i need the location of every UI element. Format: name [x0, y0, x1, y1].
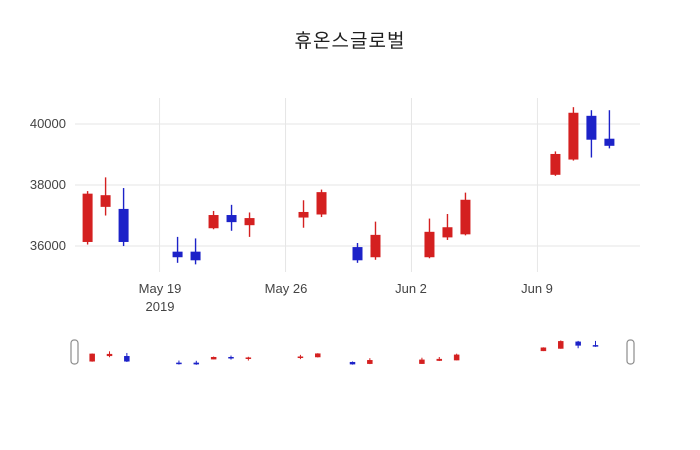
chart-title: 휴온스글로벌	[294, 31, 406, 52]
mini-candle	[315, 353, 321, 358]
candle-jun-10[interactable]	[550, 151, 561, 176]
mini-candle	[540, 347, 547, 352]
candle-may-22[interactable]	[208, 210, 219, 230]
mini-candle	[176, 360, 182, 365]
candle-may-15[interactable]	[82, 191, 93, 245]
mini-candle	[89, 353, 95, 362]
candle-may-20[interactable]	[172, 236, 183, 263]
candle-may-21[interactable]	[190, 238, 201, 265]
mini-candle	[436, 357, 443, 362]
mini-candle	[367, 358, 373, 365]
candle-may-17[interactable]	[118, 188, 129, 247]
mini-candle	[575, 340, 581, 349]
candle-jun-12[interactable]	[586, 110, 597, 158]
x-axis-tick-label: May 19	[138, 281, 182, 296]
mini-candle	[453, 353, 460, 361]
candle-may-16[interactable]	[100, 177, 111, 216]
y-axis-tick-label: 38000	[29, 177, 66, 192]
candle-jun-5[interactable]	[460, 192, 471, 236]
candle-jun-3[interactable]	[424, 218, 435, 259]
y-axis-tick-label: 36000	[29, 238, 66, 253]
candle-may-28[interactable]	[316, 189, 327, 218]
x-axis-tick-label: Jun 9	[521, 281, 553, 296]
candle-may-23[interactable]	[226, 204, 237, 231]
mini-candle	[245, 356, 252, 361]
mini-candle	[349, 361, 356, 365]
mini-candle	[228, 355, 234, 360]
candle-jun-11[interactable]	[568, 107, 579, 161]
mini-candle	[558, 340, 564, 349]
mini-candle	[124, 352, 130, 362]
candles	[82, 107, 615, 265]
mini-candle	[419, 357, 425, 364]
rangeslider-handle-right[interactable]	[626, 339, 635, 365]
mini-candle	[297, 354, 304, 360]
candle-jun-4[interactable]	[442, 214, 453, 240]
y-axis-tick-label: 40000	[29, 116, 66, 131]
x-axis-year-label: 2019	[145, 299, 175, 314]
mini-candle	[210, 356, 217, 360]
candle-may-30[interactable]	[352, 243, 363, 263]
x-axis-tick-label: Jun 2	[395, 281, 427, 296]
mini-candle	[193, 360, 200, 365]
rangeslider-handle-left[interactable]	[70, 339, 79, 365]
candle-may-24[interactable]	[244, 212, 255, 237]
rangeslider[interactable]	[89, 340, 599, 365]
candle-jun-13[interactable]	[604, 110, 615, 149]
mini-candle	[592, 340, 599, 347]
mini-candle	[106, 351, 113, 358]
x-axis-tick-label: May 26	[264, 281, 308, 296]
candle-may-27[interactable]	[298, 200, 309, 228]
candle-may-31[interactable]	[370, 221, 381, 260]
plot-area[interactable]	[75, 98, 640, 272]
